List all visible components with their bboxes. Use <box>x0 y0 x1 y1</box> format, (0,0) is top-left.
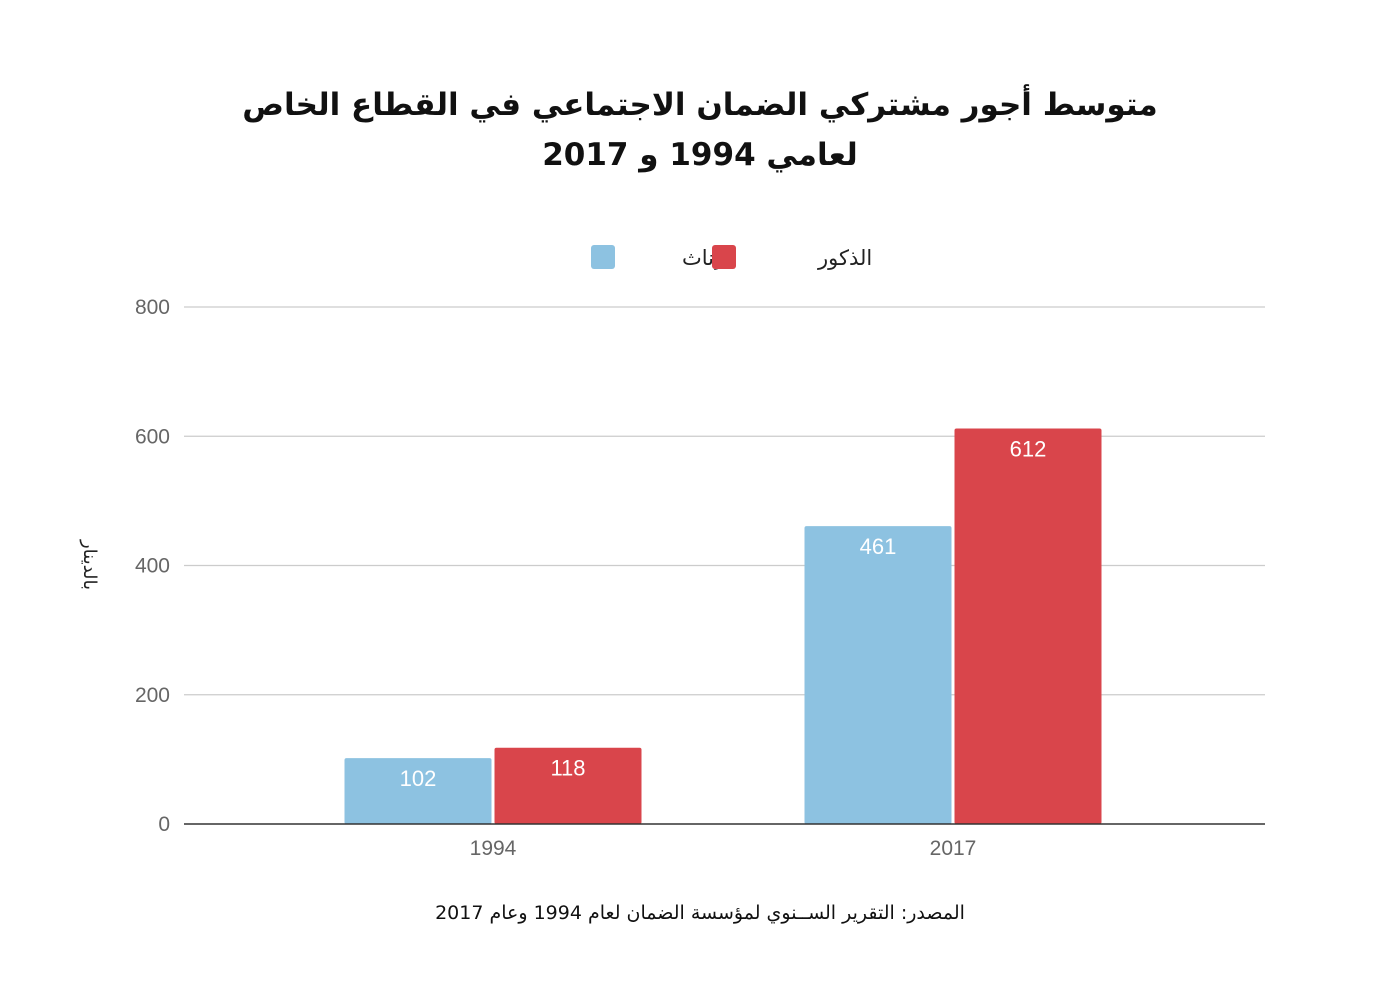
legend-swatch-male <box>712 245 736 269</box>
x-tick-label-1994: 1994 <box>470 837 517 860</box>
chart-title-line-1: متوسط أجور مشتركي الضمان الاجتماعي في ال… <box>242 84 1157 123</box>
bars <box>344 428 1102 824</box>
bar-female-1994 <box>344 758 492 824</box>
data-label-female-1994: 102 <box>400 766 437 791</box>
legend-swatch-female <box>591 245 615 269</box>
y-tick-label: 600 <box>135 425 170 448</box>
data-labels: 102 118 461 612 <box>400 436 1047 791</box>
chart-title-line-2: لعامي 1994 و 2017 <box>542 137 858 173</box>
source-note: المصدر: التقرير الســنوي لمؤسسة الضمان ل… <box>435 902 965 924</box>
y-tick-label: 400 <box>135 555 170 578</box>
data-label-male-2017: 612 <box>1010 436 1047 461</box>
x-tick-label-2017: 2017 <box>930 837 977 860</box>
bar-male-2017 <box>954 428 1102 824</box>
y-tick-label: 0 <box>158 813 170 836</box>
bar-female-2017 <box>804 526 952 824</box>
y-tick-label: 200 <box>135 684 170 707</box>
y-tick-label: 800 <box>135 296 170 319</box>
data-label-male-1994: 118 <box>550 756 585 781</box>
legend-label-male: الذكور <box>817 246 872 270</box>
data-label-female-2017: 461 <box>860 534 897 559</box>
bar-male-1994 <box>494 747 642 824</box>
tick-labels: 0 200 400 600 800 1994 2017 <box>135 296 976 860</box>
y-axis-label: بالدينار <box>79 539 100 590</box>
legend: الإناث الذكور <box>591 245 872 270</box>
gridlines <box>184 306 1265 696</box>
